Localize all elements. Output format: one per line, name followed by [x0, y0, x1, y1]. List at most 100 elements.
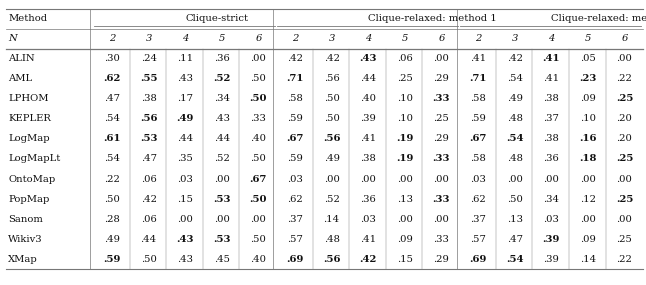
Text: .00: .00: [433, 54, 450, 63]
Text: .36: .36: [214, 54, 230, 63]
Text: .43: .43: [177, 255, 193, 264]
Text: .57: .57: [470, 235, 486, 244]
Text: PopMap: PopMap: [8, 195, 50, 203]
Text: .54: .54: [506, 255, 523, 264]
Text: .62: .62: [103, 74, 121, 83]
Text: .39: .39: [360, 114, 376, 123]
Text: .24: .24: [141, 54, 156, 63]
Text: .36: .36: [543, 154, 559, 164]
Text: .00: .00: [580, 174, 596, 184]
Text: .34: .34: [543, 195, 559, 203]
Text: .50: .50: [324, 94, 340, 103]
Text: .59: .59: [470, 114, 486, 123]
Text: .67: .67: [470, 135, 486, 143]
Text: .69: .69: [286, 255, 304, 264]
Text: .13: .13: [506, 215, 523, 224]
Text: 4: 4: [365, 34, 371, 43]
Text: LPHOM: LPHOM: [8, 94, 49, 103]
Text: .09: .09: [580, 235, 596, 244]
Text: .49: .49: [506, 94, 523, 103]
Text: XMap: XMap: [8, 255, 38, 264]
Text: .40: .40: [251, 135, 266, 143]
Text: .54: .54: [104, 154, 120, 164]
Text: .48: .48: [506, 114, 523, 123]
Text: .00: .00: [214, 215, 230, 224]
Text: .41: .41: [543, 74, 559, 83]
Text: .59: .59: [287, 154, 303, 164]
Text: .49: .49: [324, 154, 340, 164]
Text: N: N: [8, 34, 17, 43]
Text: .22: .22: [616, 255, 632, 264]
Text: .49: .49: [104, 235, 120, 244]
Text: .15: .15: [177, 195, 193, 203]
Text: .10: .10: [397, 114, 413, 123]
Text: .50: .50: [141, 255, 156, 264]
Text: .30: .30: [104, 54, 120, 63]
Text: .47: .47: [506, 235, 523, 244]
Text: .00: .00: [251, 54, 266, 63]
Text: .38: .38: [141, 94, 156, 103]
Text: .25: .25: [616, 154, 633, 164]
Text: .00: .00: [360, 174, 376, 184]
Text: .33: .33: [433, 195, 450, 203]
Text: .18: .18: [579, 154, 596, 164]
Text: .37: .37: [543, 114, 559, 123]
Text: .42: .42: [141, 195, 156, 203]
Text: .53: .53: [140, 135, 158, 143]
Text: .20: .20: [616, 135, 632, 143]
Text: Clique-relaxed: method 2: Clique-relaxed: method 2: [551, 14, 646, 23]
Text: .00: .00: [397, 215, 413, 224]
Text: 2: 2: [292, 34, 298, 43]
Text: .19: .19: [396, 154, 413, 164]
Text: .29: .29: [433, 135, 450, 143]
Text: .50: .50: [249, 195, 267, 203]
Text: .12: .12: [580, 195, 596, 203]
Text: .43: .43: [214, 114, 230, 123]
Text: .71: .71: [470, 74, 486, 83]
Text: .09: .09: [580, 94, 596, 103]
Text: .38: .38: [543, 94, 559, 103]
Text: .55: .55: [140, 74, 158, 83]
Text: 2: 2: [109, 34, 115, 43]
Text: .54: .54: [506, 135, 523, 143]
Text: .10: .10: [580, 114, 596, 123]
Text: .33: .33: [251, 114, 266, 123]
Text: .59: .59: [287, 114, 303, 123]
Text: 6: 6: [255, 34, 262, 43]
Text: 4: 4: [182, 34, 189, 43]
Text: .40: .40: [360, 94, 376, 103]
Text: .33: .33: [433, 235, 450, 244]
Text: 3: 3: [328, 34, 335, 43]
Text: 5: 5: [585, 34, 591, 43]
Text: 5: 5: [402, 34, 408, 43]
Text: .50: .50: [104, 195, 120, 203]
Text: .09: .09: [397, 235, 413, 244]
Text: .15: .15: [397, 255, 413, 264]
Text: .42: .42: [506, 54, 523, 63]
Text: .53: .53: [213, 235, 231, 244]
Text: .06: .06: [141, 215, 156, 224]
Text: 3: 3: [145, 34, 152, 43]
Text: .03: .03: [470, 174, 486, 184]
Text: .43: .43: [177, 74, 193, 83]
Text: .14: .14: [580, 255, 596, 264]
Text: .54: .54: [104, 114, 120, 123]
Text: .33: .33: [433, 94, 450, 103]
Text: .40: .40: [251, 255, 266, 264]
Text: KEPLER: KEPLER: [8, 114, 51, 123]
Text: .00: .00: [616, 215, 632, 224]
Text: .37: .37: [470, 215, 486, 224]
Text: .58: .58: [287, 94, 303, 103]
Text: .25: .25: [433, 114, 450, 123]
Text: .48: .48: [324, 235, 340, 244]
Text: .25: .25: [616, 195, 633, 203]
Text: .36: .36: [360, 195, 376, 203]
Text: .00: .00: [397, 174, 413, 184]
Text: .38: .38: [543, 135, 559, 143]
Text: .11: .11: [177, 54, 193, 63]
Text: 3: 3: [512, 34, 518, 43]
Text: .53: .53: [213, 195, 231, 203]
Text: .42: .42: [360, 255, 377, 264]
Text: .50: .50: [324, 114, 340, 123]
Text: .03: .03: [177, 174, 193, 184]
